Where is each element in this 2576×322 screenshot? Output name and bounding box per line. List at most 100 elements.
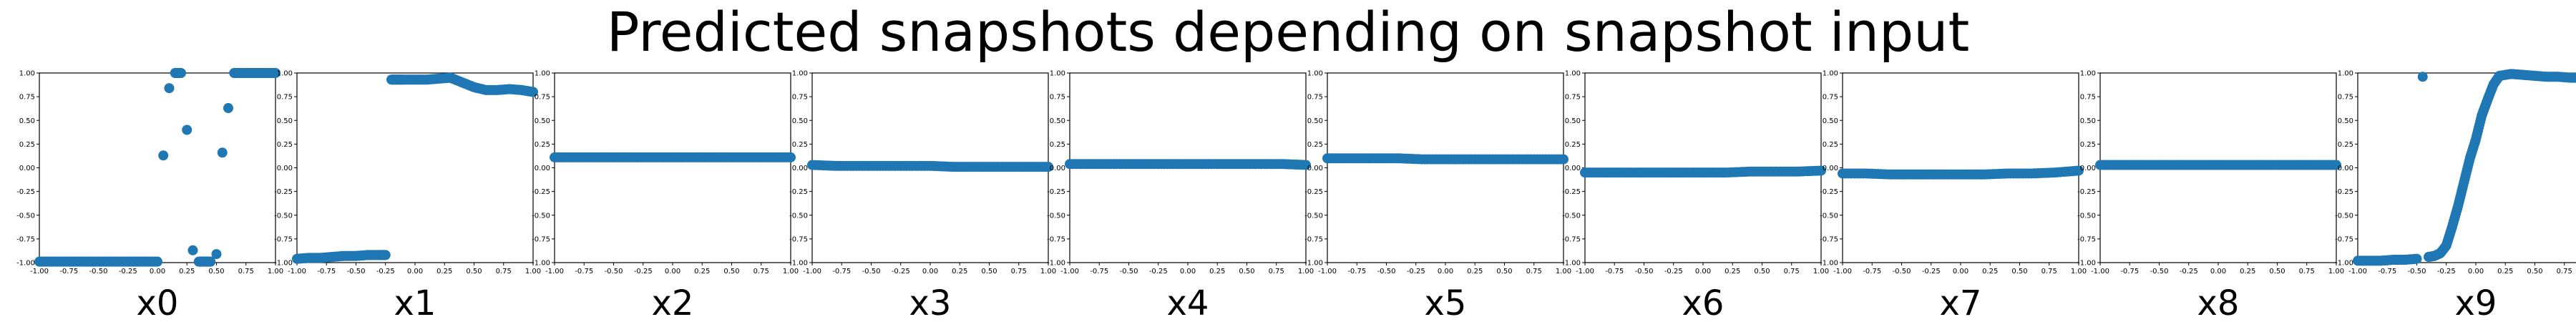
x-tick-label: 0.50 [981,268,997,275]
y-tick-label: -0.75 [1820,235,1838,243]
x-tick-label: -0.75 [317,268,336,275]
y-tick-label: 0.00 [535,165,550,172]
y-tick-label: -0.25 [1820,188,1838,196]
y-tick-label: 0.00 [2338,165,2353,172]
x-tick-label: 0.25 [1467,268,1483,275]
x-tick-label: 1.00 [2328,268,2344,275]
plot-frame [1842,72,2079,263]
x-tick-label: 0.50 [466,268,482,275]
x-axis-label: x1 [394,283,436,322]
y-tick-label: 0.50 [2080,117,2096,125]
x-tick-label: -1.00 [30,268,49,275]
x-tick-label: 1.00 [1813,268,1829,275]
y-tick-label: 1.00 [792,70,808,78]
data-point [2074,165,2084,176]
y-tick-label: 0.25 [1823,141,1838,149]
x-tick-label: -0.50 [1377,268,1396,275]
y-tick-label: 0.00 [2080,165,2096,172]
x-tick-label: -0.50 [1635,268,1654,275]
y-tick-label: -0.25 [1047,188,1065,196]
y-tick-label: 0.50 [1823,117,1838,125]
y-tick-label: -0.25 [274,188,293,196]
y-tick-label: -1.00 [274,260,293,268]
data-point [152,256,162,267]
y-tick-label: -0.50 [1304,212,1323,220]
y-tick-label: -0.75 [1047,235,1065,243]
y-tick-label: -0.50 [1562,212,1581,220]
y-tick-label: -0.50 [789,212,808,220]
x-tick-label: -0.25 [119,268,137,275]
y-tick-label: -1.00 [789,260,808,268]
x-tick-label: 0.75 [753,268,769,275]
y-tick-label: 1.00 [1050,70,1065,78]
x-tick-label: 0.50 [1754,268,1770,275]
y-tick-label: -0.50 [532,212,550,220]
x-tick-label: -0.75 [1347,268,1366,275]
x-tick-label: -0.25 [892,268,910,275]
y-tick-label: -1.00 [1047,260,1065,268]
plot-frame [296,72,534,263]
y-tick-label: 0.75 [792,94,808,102]
y-tick-label: 0.25 [1050,141,1065,149]
y-tick-label: -0.75 [2077,235,2096,243]
x-tick-label: -0.25 [1407,268,1425,275]
y-tick-label: 0.50 [1050,117,1065,125]
x-tick-label: 0.25 [2240,268,2255,275]
y-tick-label: 1.00 [2338,70,2353,78]
x-tick-label: -1.00 [1833,268,1852,275]
x-tick-label: 0.25 [952,268,967,275]
x-tick-label: -1.00 [545,268,564,275]
y-tick-label: 0.25 [19,141,35,149]
y-tick-label: 0.75 [1050,94,1065,102]
y-tick-label: 0.25 [1307,141,1323,149]
y-tick-label: 0.00 [19,165,35,172]
data-point [1043,162,1053,172]
x-tick-label: 0.25 [436,268,452,275]
x-tick-label: -0.50 [89,268,108,275]
data-point [2417,72,2428,82]
x-tick-label: 1.00 [1040,268,1056,275]
x-tick-label: 0.25 [179,268,195,275]
x-tick-label: 0.00 [665,268,680,275]
x-axis-label: x4 [1167,283,1209,322]
data-point [1301,160,1311,170]
data-point [182,125,192,135]
x-tick-label: 0.50 [208,268,224,275]
plot-frame [1327,72,1564,263]
y-tick-label: -0.75 [2335,235,2353,243]
y-tick-label: 0.75 [277,94,293,102]
y-tick-label: 0.00 [1823,165,1838,172]
y-tick-label: 1.00 [277,70,293,78]
y-tick-label: -0.25 [1562,188,1581,196]
y-tick-label: 0.00 [277,165,293,172]
y-tick-label: 1.00 [2080,70,2096,78]
x-tick-label: -1.00 [1576,268,1594,275]
data-point [223,103,233,114]
y-tick-label: 0.50 [1307,117,1323,125]
y-tick-label: -0.25 [789,188,808,196]
data-point [217,147,228,158]
y-tick-label: -0.25 [1304,188,1323,196]
y-tick-label: 0.00 [1050,165,1065,172]
data-point [2411,253,2422,264]
y-tick-label: -1.00 [1562,260,1581,268]
y-tick-label: -0.25 [2077,188,2096,196]
y-tick-label: 0.50 [535,117,550,125]
data-point [164,83,175,94]
x-tick-label: 0.50 [2269,268,2285,275]
x-axis-label: x6 [1682,283,1724,322]
x-axis-label: x0 [137,283,179,322]
y-tick-label: -0.25 [2335,188,2353,196]
y-tick-label: 0.25 [277,141,293,149]
y-tick-label: 0.75 [2338,94,2353,102]
y-tick-label: 0.25 [2080,141,2096,149]
x-tick-label: -0.50 [347,268,366,275]
data-point [187,245,198,255]
x-tick-label: -0.50 [1120,268,1138,275]
x-tick-label: -0.50 [2408,268,2426,275]
x-tick-label: -1.00 [2348,268,2367,275]
y-tick-label: -1.00 [16,260,35,268]
y-tick-label: -0.25 [16,188,35,196]
x-tick-label: 1.00 [268,268,283,275]
